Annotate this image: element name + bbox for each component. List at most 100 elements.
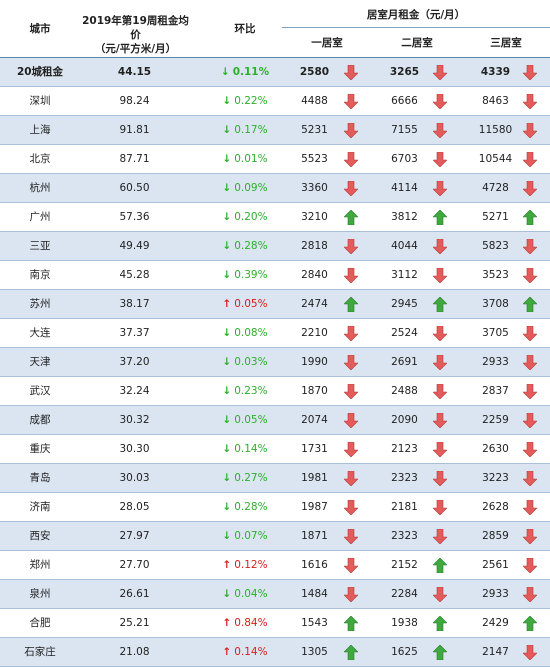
one-room-rent: 1616: [301, 559, 328, 571]
down-arrow-icon: [343, 325, 359, 342]
three-room-rent: 2933: [482, 588, 509, 600]
three-room-rent: 8463: [482, 95, 509, 107]
avg-price-cell: 32.24: [119, 385, 150, 397]
table-row: 重庆 30.30 ↓ 0.14% 1731 2123 2630: [0, 435, 550, 464]
change-arrow-icon: ↓: [222, 124, 232, 136]
two-room-rent: 2488: [391, 385, 418, 397]
down-arrow-icon: [522, 93, 538, 110]
down-arrow-icon: [522, 557, 538, 574]
down-arrow-icon: [522, 267, 538, 284]
avg-price-cell: 60.50: [119, 182, 150, 194]
three-room-rent: 3223: [482, 472, 509, 484]
down-arrow-icon: [432, 325, 448, 342]
header-room-rent: 居室月租金（元/月）: [366, 9, 466, 21]
table-row: 北京 87.71 ↓ 0.01% 5523 6703 10544: [0, 145, 550, 174]
change-value: 0.05%: [234, 298, 268, 310]
down-arrow-icon: [522, 586, 538, 603]
table-row: 三亚 49.49 ↓ 0.28% 2818 4044 5823: [0, 232, 550, 261]
three-room-rent: 2628: [482, 501, 509, 513]
one-room-rent: 1870: [301, 385, 328, 397]
change-cell: ↓ 0.03%: [210, 348, 280, 376]
city-cell: 济南: [29, 501, 51, 513]
city-cell: 郑州: [29, 559, 51, 571]
table-row: 武汉 32.24 ↓ 0.23% 1870 2488 2837: [0, 377, 550, 406]
up-arrow-icon: [522, 296, 538, 313]
two-room-rent: 2284: [391, 588, 418, 600]
change-cell: ↓ 0.14%: [210, 435, 280, 463]
down-arrow-icon: [432, 354, 448, 371]
one-room-rent: 3360: [301, 182, 328, 194]
one-room-rent: 1987: [301, 501, 328, 513]
down-arrow-icon: [343, 557, 359, 574]
table-row: 青岛 30.03 ↓ 0.27% 1981 2323 3223: [0, 464, 550, 493]
avg-price-cell: 25.21: [119, 617, 150, 629]
down-arrow-icon: [343, 267, 359, 284]
change-value: 0.28%: [234, 240, 268, 252]
city-cell: 青岛: [29, 472, 51, 484]
down-arrow-icon: [522, 412, 538, 429]
one-room-rent: 1543: [301, 617, 328, 629]
table-header: 城市 2019年第19周租金均价 （元/平方米/月） 环比 居室月租金（元/月）…: [0, 0, 550, 57]
two-room-rent: 1938: [391, 617, 418, 629]
change-value: 0.07%: [234, 530, 268, 542]
change-cell: ↓ 0.07%: [210, 522, 280, 550]
down-arrow-icon: [522, 325, 538, 342]
down-arrow-icon: [432, 499, 448, 516]
down-arrow-icon: [432, 470, 448, 487]
up-arrow-icon: [432, 557, 448, 574]
change-arrow-icon: ↓: [222, 153, 232, 165]
three-room-rent: 3705: [482, 327, 509, 339]
change-cell: ↓ 0.28%: [210, 493, 280, 521]
change-arrow-icon: ↓: [222, 530, 232, 542]
change-cell: ↓ 0.11%: [210, 58, 280, 86]
table-row: 济南 28.05 ↓ 0.28% 1987 2181 2628: [0, 493, 550, 522]
table-row: 大连 37.37 ↓ 0.08% 2210 2524 3705: [0, 319, 550, 348]
change-cell: ↑ 0.14%: [210, 638, 280, 666]
down-arrow-icon: [522, 180, 538, 197]
change-value: 0.27%: [234, 472, 268, 484]
down-arrow-icon: [432, 267, 448, 284]
avg-price-cell: 57.36: [119, 211, 150, 223]
header-city: 城市: [29, 23, 51, 35]
down-arrow-icon: [522, 383, 538, 400]
down-arrow-icon: [522, 499, 538, 516]
change-value: 0.08%: [234, 327, 268, 339]
header-three-room: 三居室: [490, 37, 522, 49]
down-arrow-icon: [343, 499, 359, 516]
city-cell: 20城租金: [16, 66, 64, 78]
three-room-rent: 2630: [482, 443, 509, 455]
change-value: 0.14%: [234, 646, 268, 658]
change-arrow-icon: ↓: [222, 211, 232, 223]
change-value: 0.84%: [234, 617, 268, 629]
change-cell: ↓ 0.17%: [210, 116, 280, 144]
one-room-rent: 2840: [301, 269, 328, 281]
city-cell: 深圳: [29, 95, 51, 107]
three-room-rent: 4339: [480, 66, 511, 78]
change-arrow-icon: ↑: [222, 298, 232, 310]
down-arrow-icon: [432, 122, 448, 139]
header-change: 环比: [234, 23, 256, 35]
down-arrow-icon: [343, 470, 359, 487]
two-room-rent: 6703: [391, 153, 418, 165]
one-room-rent: 2580: [299, 66, 330, 78]
down-arrow-icon: [432, 64, 448, 81]
city-cell: 广州: [29, 211, 51, 223]
avg-price-cell: 30.30: [119, 443, 150, 455]
down-arrow-icon: [432, 93, 448, 110]
change-arrow-icon: ↓: [222, 385, 232, 397]
three-room-rent: 11580: [478, 124, 513, 136]
city-cell: 杭州: [29, 182, 51, 194]
city-cell: 大连: [29, 327, 51, 339]
two-room-rent: 2691: [391, 356, 418, 368]
avg-price-cell: 30.03: [119, 472, 150, 484]
down-arrow-icon: [343, 93, 359, 110]
down-arrow-icon: [522, 644, 538, 661]
up-arrow-icon: [522, 209, 538, 226]
change-arrow-icon: ↑: [222, 617, 232, 629]
down-arrow-icon: [522, 441, 538, 458]
change-value: 0.23%: [234, 385, 268, 397]
change-cell: ↓ 0.08%: [210, 319, 280, 347]
two-room-rent: 2323: [391, 472, 418, 484]
up-arrow-icon: [432, 615, 448, 632]
city-cell: 上海: [29, 124, 51, 136]
